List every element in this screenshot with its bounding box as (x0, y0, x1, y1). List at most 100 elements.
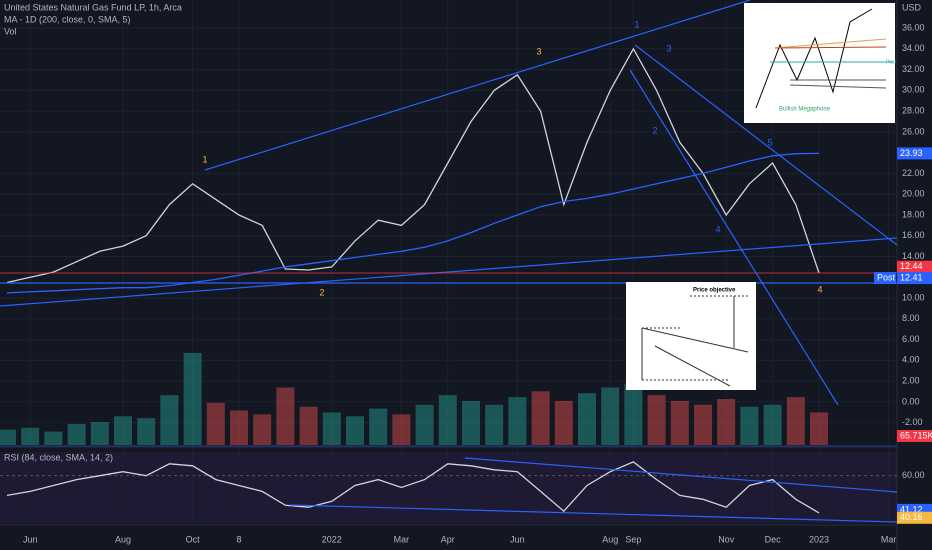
volume-bar (322, 412, 341, 445)
wave-label: 4 (817, 284, 822, 294)
x-tick-label: Nov (718, 534, 735, 544)
x-tick-label: 8 (236, 534, 241, 544)
x-tick-label: Jun (510, 534, 525, 544)
y-tick-label: 10.00 (902, 292, 925, 302)
volume-bar (67, 423, 86, 445)
y-tick-label: 30.00 (902, 85, 925, 95)
rsi-pane (0, 452, 897, 523)
price-tag (897, 260, 932, 273)
volume-bar (763, 404, 782, 445)
rsi-signal-tag-label: 40.16 (900, 512, 923, 522)
price-tag-label: 12.41 (900, 272, 923, 282)
volume-bar (44, 431, 63, 445)
x-tick-label: Apr (441, 534, 455, 544)
wave-label: 2 (652, 125, 657, 135)
post-label: Post (877, 272, 896, 282)
price-tag-label: 12.44 (900, 261, 923, 271)
inset-megaphone: Bullish Megaphone Posi (744, 3, 896, 123)
y-tick-label: 14.00 (902, 251, 925, 261)
volume-bar (647, 395, 666, 445)
y-tick-label: 34.00 (902, 43, 925, 53)
price-tag-label: 23.93 (900, 148, 923, 158)
y-tick-label: -2.00 (902, 417, 923, 427)
volume-bar (485, 404, 504, 445)
y-tick-label: 16.00 (902, 230, 925, 240)
wave-label: 1 (202, 154, 207, 164)
wave-label: 1 (634, 19, 639, 29)
x-tick-label: Mar (394, 534, 410, 544)
volume-bar (21, 427, 40, 445)
volume-bar (206, 402, 225, 445)
rsi-legend: RSI (84, close, SMA, 14, 2) (4, 452, 113, 462)
rsi-tag-label: 41.12 (900, 504, 923, 514)
y-tick-label: 28.00 (902, 105, 925, 115)
y-tick-label: 26.00 (902, 126, 925, 136)
volume-bar (717, 399, 736, 445)
volume-tag (897, 430, 932, 442)
volume-bar (624, 383, 643, 445)
ma-line (6, 152, 820, 294)
rsi-signal-tag (897, 511, 932, 524)
volume-bar (601, 387, 620, 445)
inset-label: Posi (886, 59, 896, 65)
volume-bar (299, 406, 318, 445)
volume-bar (90, 422, 109, 445)
chart-title: United States Natural Gas Fund LP, 1h, A… (4, 2, 182, 12)
x-tick-label: Mar (881, 534, 897, 544)
y-tick-label: 36.00 (902, 22, 925, 32)
volume-bar (137, 418, 156, 445)
volume-bar (114, 416, 132, 445)
volume-bar (810, 412, 828, 445)
y-tick-label: 2.00 (902, 376, 920, 386)
volume-bar (554, 400, 573, 445)
volume-bar (578, 393, 596, 445)
x-tick-label: 2022 (322, 534, 342, 544)
volume-bar (230, 410, 248, 445)
wave-label: 4 (715, 224, 720, 234)
volume-bar (670, 400, 689, 445)
volume-bar (0, 429, 16, 445)
x-tick-label: Sep (625, 534, 641, 544)
vol-legend: Vol (4, 26, 17, 36)
y-tick-label: 22.00 (902, 168, 925, 178)
volume-bar (183, 353, 202, 445)
price-tag (897, 147, 932, 160)
x-tick-label: Dec (765, 534, 782, 544)
volume-bar (531, 391, 550, 445)
volume-bar (740, 406, 759, 445)
volume-tag-label: 65.715K (900, 430, 932, 440)
volume-bar (276, 387, 295, 445)
price-line (6, 47, 820, 284)
x-tick-label: Aug (602, 534, 618, 544)
y-tick-label: 32.00 (902, 64, 925, 74)
x-tick-label: 2023 (809, 534, 829, 544)
x-tick-label: Aug (115, 534, 131, 544)
y-tick-label: 20.00 (902, 189, 925, 199)
y-tick-label: 60.00 (902, 470, 925, 480)
volume-bar (786, 397, 805, 445)
inset-flag: Price objective (626, 282, 756, 390)
inset-label: Price objective (693, 288, 736, 294)
volume-bar (346, 416, 364, 445)
volume-bar (438, 395, 457, 445)
volume-bar (415, 404, 434, 445)
y-tick-label: 18.00 (902, 209, 925, 219)
post-tag (874, 272, 896, 285)
ma-legend: MA - 1D (200, close, 0, SMA, 5) (4, 14, 131, 24)
volume-bar (694, 404, 712, 445)
volume-bar (160, 395, 179, 445)
unit-label: USD (902, 2, 922, 12)
inset-label: Bullish Megaphone (779, 107, 831, 113)
y-tick-label: 0.00 (902, 396, 920, 406)
volume-bar (392, 414, 411, 445)
y-tick-label: 4.00 (902, 355, 920, 365)
wave-label: 5 (767, 137, 772, 147)
wave-label: 3 (536, 46, 541, 56)
volume-bar (253, 414, 272, 445)
volume-bar (462, 400, 480, 445)
wave-label: 3 (666, 43, 671, 53)
volume-bar (508, 397, 527, 445)
y-tick-label: 6.00 (902, 334, 920, 344)
x-tick-label: Oct (186, 534, 201, 544)
